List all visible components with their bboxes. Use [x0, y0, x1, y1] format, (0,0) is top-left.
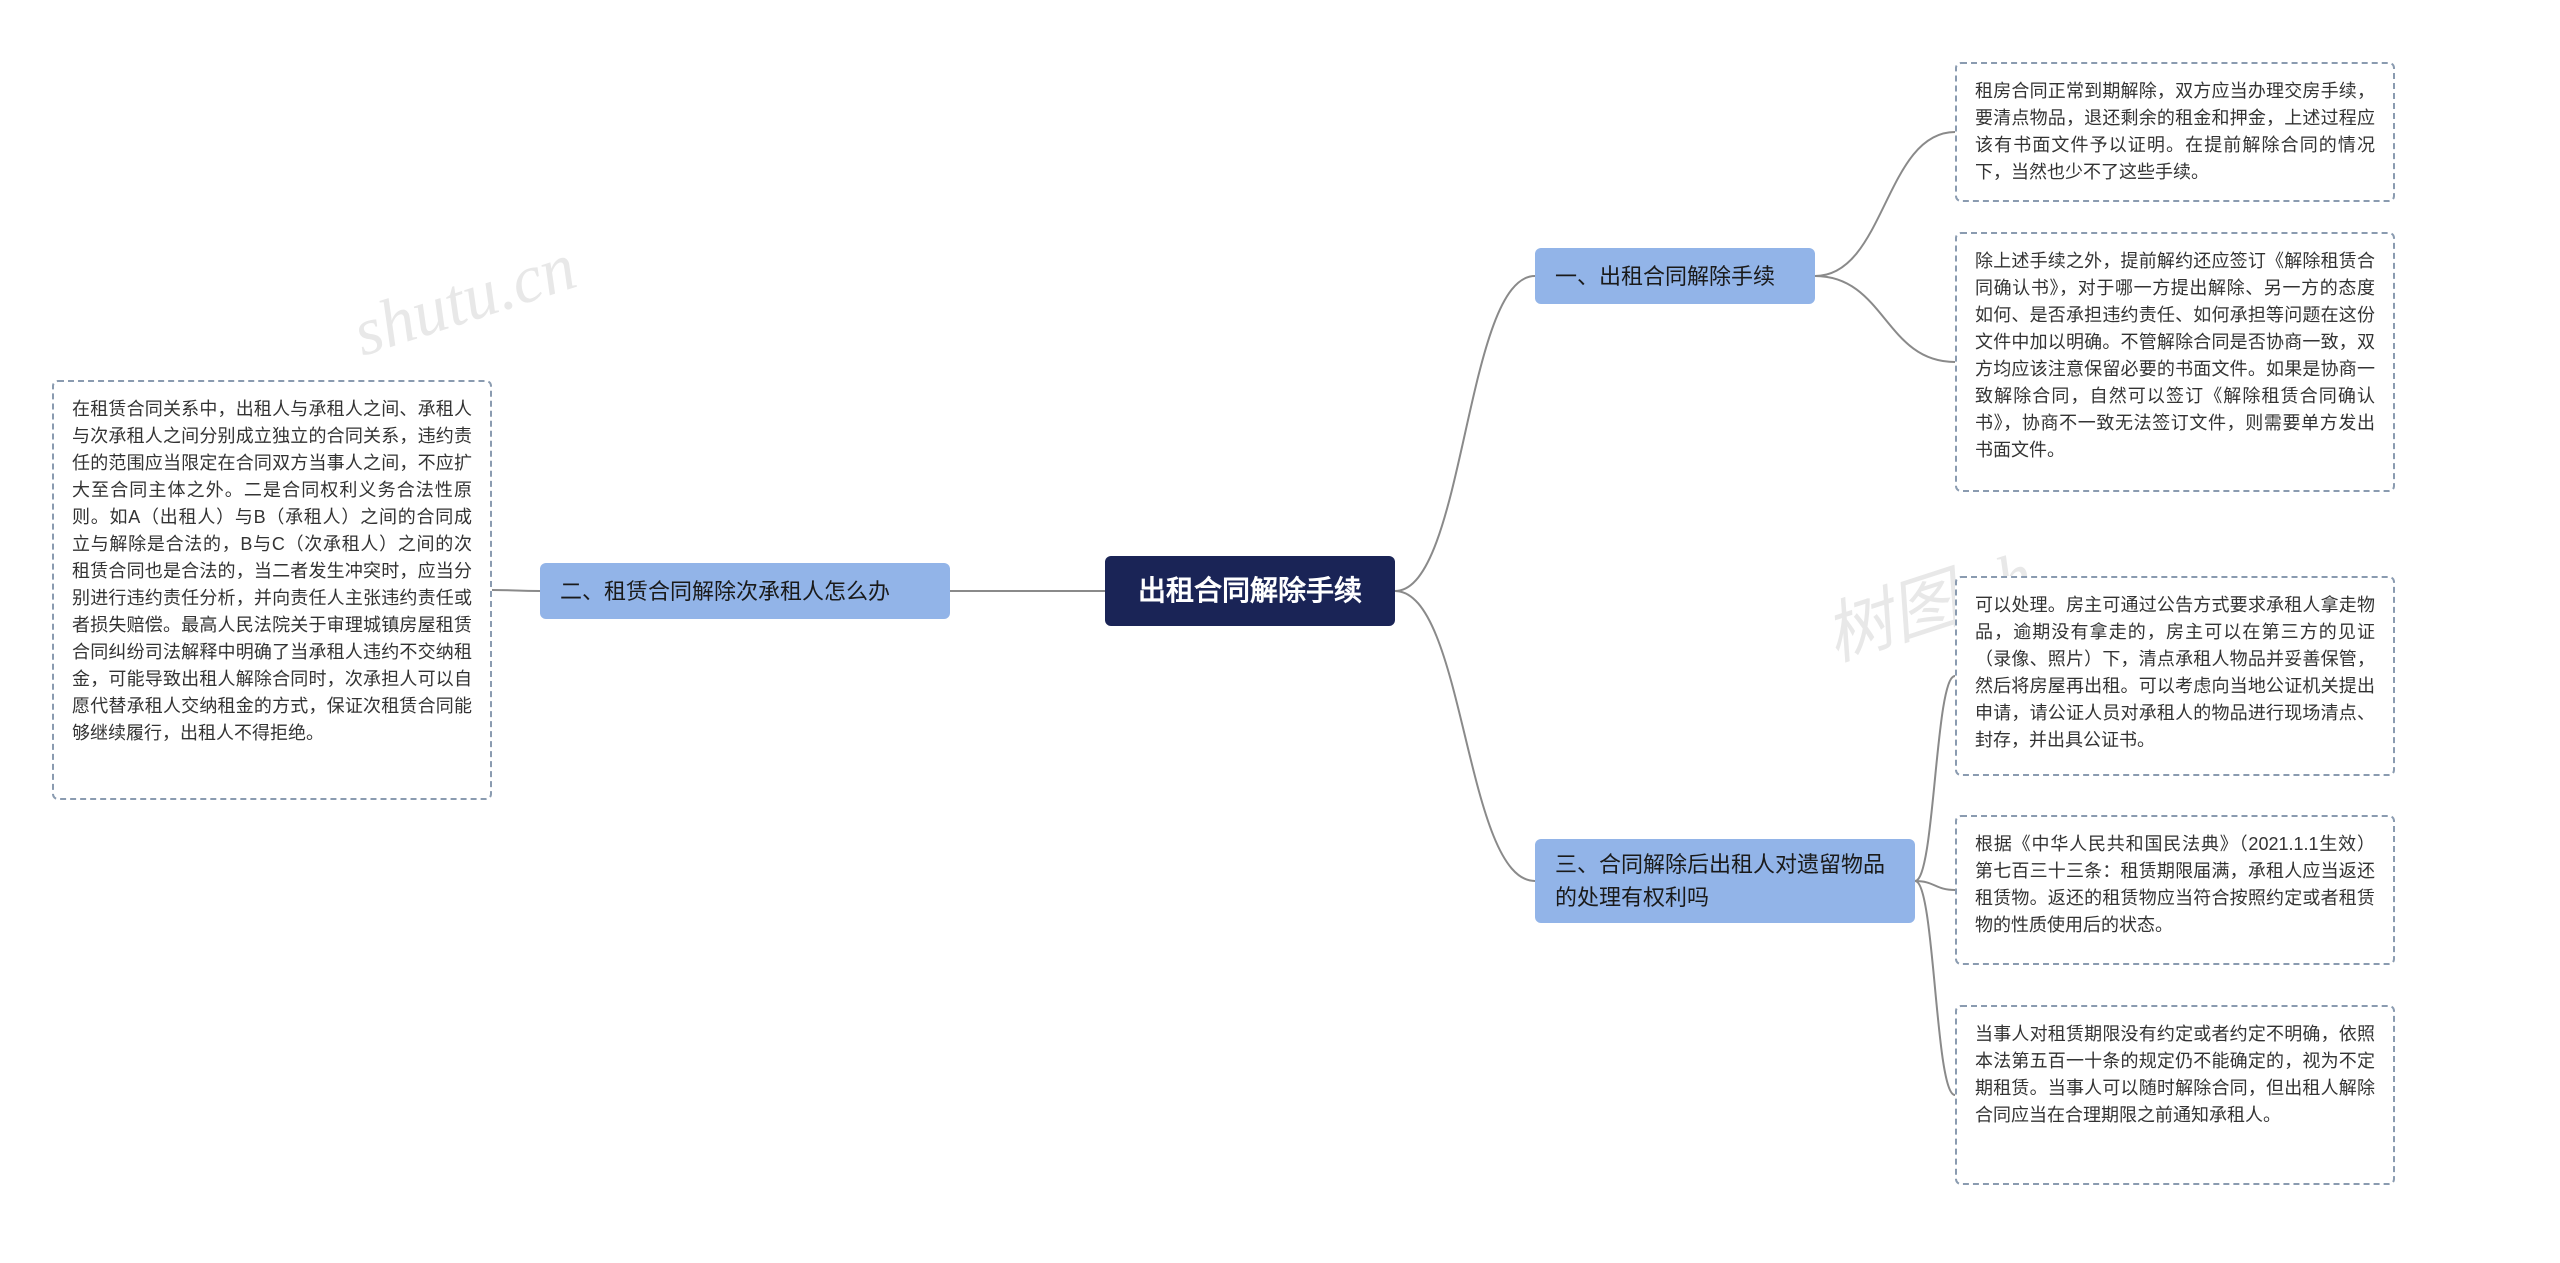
leaf-section-1-item-2: 除上述手续之外，提前解约还应签订《解除租赁合同确认书》，对于哪一方提出解除、另一…: [1955, 232, 2395, 492]
root-node: 出租合同解除手续: [1105, 556, 1395, 626]
leaf-section-1-item-1: 租房合同正常到期解除，双方应当办理交房手续，要清点物品，退还剩余的租金和押金，上…: [1955, 62, 2395, 202]
leaf-section-2-item-1: 在租赁合同关系中，出租人与承租人之间、承租人与次承租人之间分别成立独立的合同关系…: [52, 380, 492, 800]
leaf-section-3-item-2: 根据《中华人民共和国民法典》（2021.1.1生效）第七百三十三条：租赁期限届满…: [1955, 815, 2395, 965]
leaf-section-3-item-1: 可以处理。房主可通过公告方式要求承租人拿走物品，逾期没有拿走的，房主可以在第三方…: [1955, 576, 2395, 776]
branch-section-1: 一、出租合同解除手续: [1535, 248, 1815, 304]
leaf-section-3-item-3: 当事人对租赁期限没有约定或者约定不明确，依照本法第五百一十条的规定仍不能确定的，…: [1955, 1005, 2395, 1185]
branch-section-3: 三、合同解除后出租人对遗留物品的处理有权利吗: [1535, 839, 1915, 923]
branch-section-2: 二、租赁合同解除次承租人怎么办: [540, 563, 950, 619]
watermark-1: shutu.cn: [343, 227, 585, 373]
